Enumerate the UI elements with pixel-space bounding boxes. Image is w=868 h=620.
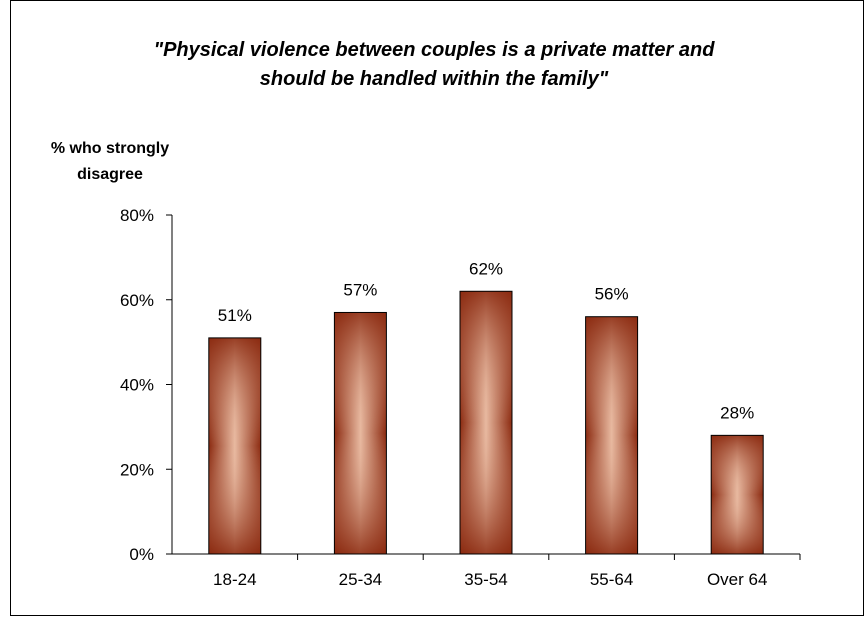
data-label: 62% <box>469 259 503 278</box>
bar-shading <box>334 312 386 554</box>
y-tick-label: 40% <box>120 376 154 395</box>
data-label: 51% <box>218 306 252 325</box>
bar-group <box>586 317 638 554</box>
bar-group <box>209 338 261 554</box>
data-label: 56% <box>595 285 629 304</box>
bar-group <box>711 435 763 554</box>
x-tick-label: 18-24 <box>213 570 256 589</box>
x-tick-label: 55-64 <box>590 570 633 589</box>
bar-shading <box>711 435 763 554</box>
bar-group <box>460 291 512 554</box>
bar-shading <box>209 338 261 554</box>
bar-shading <box>460 291 512 554</box>
x-tick-label: Over 64 <box>707 570 767 589</box>
data-label: 57% <box>343 280 377 299</box>
y-tick-label: 80% <box>120 206 154 225</box>
x-tick-label: 25-34 <box>339 570 382 589</box>
data-label: 28% <box>720 403 754 422</box>
y-tick-label: 0% <box>129 545 154 564</box>
x-tick-label: 35-54 <box>464 570 507 589</box>
y-tick-label: 20% <box>120 460 154 479</box>
y-tick-label: 60% <box>120 291 154 310</box>
bars <box>209 291 763 554</box>
bar-group <box>334 312 386 554</box>
bar-shading <box>586 317 638 554</box>
